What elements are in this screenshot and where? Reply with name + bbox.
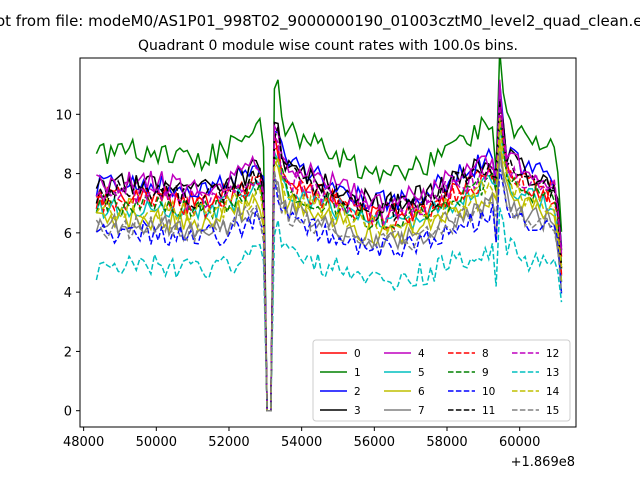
legend-label-11: 11 xyxy=(482,405,495,417)
y-tick-label: 10 xyxy=(55,108,72,123)
series-layer xyxy=(95,58,563,412)
x-tick-label: 50000 xyxy=(136,435,177,450)
suptitle: Plot from file: modeM0/AS1P01_998T02_900… xyxy=(0,12,640,31)
series-line-9 xyxy=(95,118,563,412)
x-tick-label: 52000 xyxy=(208,435,249,450)
series-line-13 xyxy=(95,207,563,412)
legend-label-0: 0 xyxy=(354,348,361,360)
x-axis: 48000 50000 52000 54000 56000 58000 60000 xyxy=(63,427,540,450)
series-line-1 xyxy=(95,58,563,412)
legend-label-1: 1 xyxy=(354,367,361,379)
x-tick-label: 56000 xyxy=(354,435,395,450)
y-tick-label: 0 xyxy=(64,405,72,420)
legend-label-14: 14 xyxy=(546,386,560,398)
y-axis: 0 2 4 6 8 10 xyxy=(55,108,80,420)
legend-label-2: 2 xyxy=(354,386,361,398)
series-line-14 xyxy=(95,117,563,412)
y-tick-label: 8 xyxy=(64,168,72,183)
y-tick-label: 4 xyxy=(64,286,72,301)
legend-label-15: 15 xyxy=(546,405,559,417)
x-offset-label: +1.869e8 xyxy=(511,455,575,470)
legend-label-10: 10 xyxy=(482,386,495,398)
chart-title: Quadrant 0 module wise count rates with … xyxy=(138,38,518,54)
legend-label-9: 9 xyxy=(482,367,489,379)
legend-label-8: 8 xyxy=(482,348,489,360)
plot-frame xyxy=(79,57,577,428)
legend-label-12: 12 xyxy=(546,348,559,360)
series-line-12 xyxy=(95,105,563,412)
legend-label-7: 7 xyxy=(418,405,425,417)
x-tick-label: 58000 xyxy=(426,435,467,450)
series-line-10 xyxy=(95,168,563,412)
series-line-15 xyxy=(95,151,563,412)
legend-label-13: 13 xyxy=(546,367,559,379)
y-tick-label: 2 xyxy=(64,345,72,360)
x-tick-label: 60000 xyxy=(499,435,540,450)
legend-box xyxy=(312,339,571,422)
legend-label-6: 6 xyxy=(418,386,425,398)
y-tick-label: 6 xyxy=(64,227,72,242)
x-tick-label: 48000 xyxy=(63,435,104,450)
legend-label-5: 5 xyxy=(418,367,425,379)
legend-label-4: 4 xyxy=(418,348,425,360)
x-tick-label: 54000 xyxy=(281,435,322,450)
legend-label-3: 3 xyxy=(354,405,361,417)
series-line-4 xyxy=(96,79,563,412)
